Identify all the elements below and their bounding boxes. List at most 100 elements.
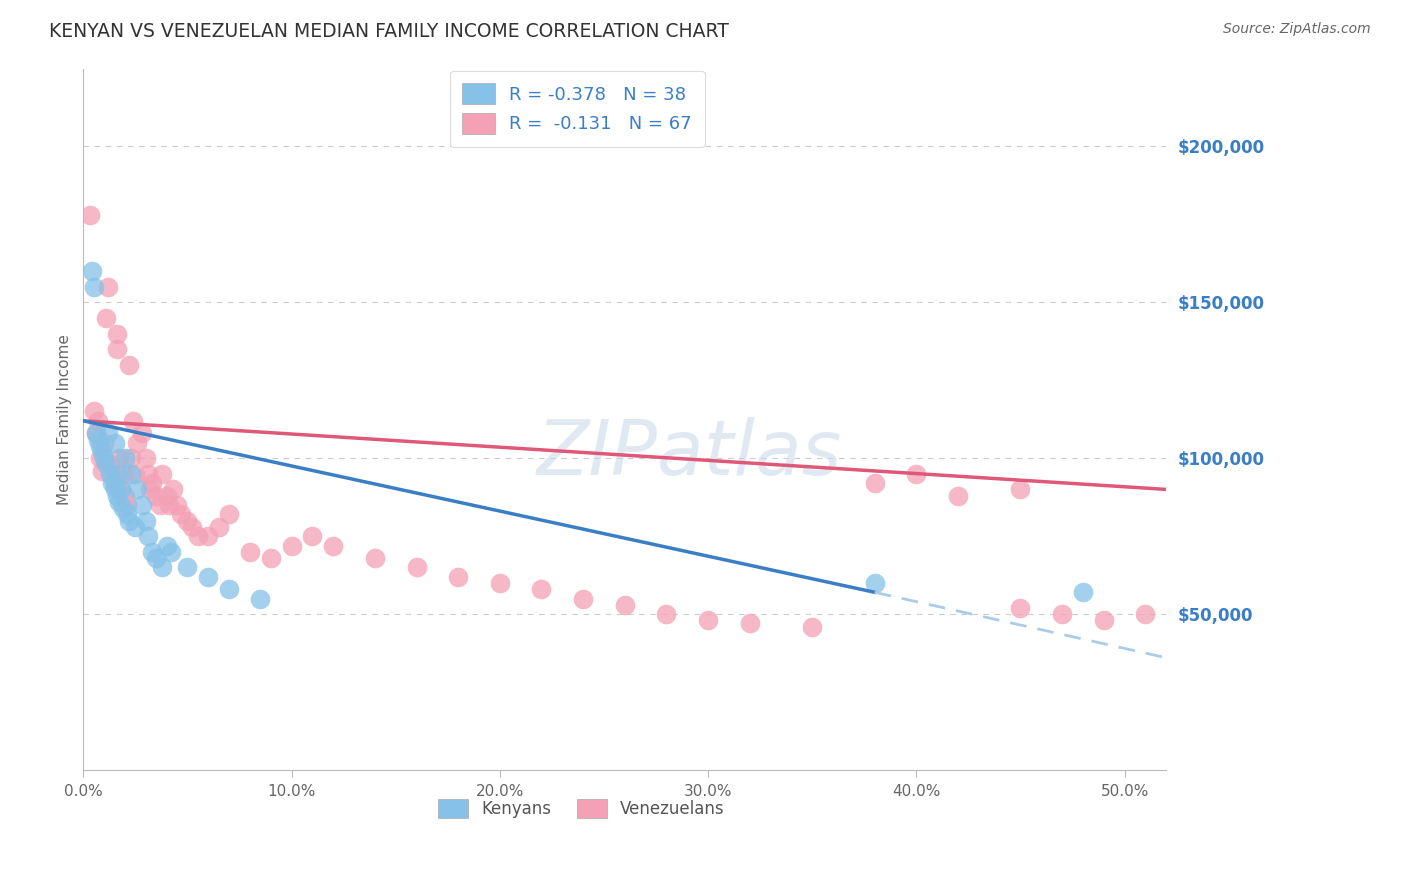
Point <box>170 508 193 522</box>
Point <box>149 498 172 512</box>
Point <box>162 483 184 497</box>
Point <box>110 483 132 497</box>
Point <box>136 467 159 481</box>
Point <box>80 264 103 278</box>
Point <box>863 576 886 591</box>
Point <box>530 582 553 597</box>
Point <box>301 529 323 543</box>
Point <box>98 467 121 481</box>
Point <box>1010 483 1032 497</box>
Point <box>364 551 387 566</box>
Point <box>118 514 141 528</box>
Point <box>239 545 262 559</box>
Y-axis label: Median Family Income: Median Family Income <box>58 334 72 505</box>
Point <box>141 545 163 559</box>
Point <box>801 619 824 633</box>
Point <box>83 404 105 418</box>
Point <box>141 476 163 491</box>
Point <box>101 467 124 481</box>
Point <box>96 310 118 325</box>
Point <box>180 520 202 534</box>
Point <box>89 451 111 466</box>
Point <box>103 435 125 450</box>
Point <box>107 495 129 509</box>
Point <box>124 467 146 481</box>
Point <box>101 476 124 491</box>
Point <box>176 514 198 528</box>
Point <box>84 426 107 441</box>
Point <box>105 326 128 341</box>
Point <box>1092 613 1115 627</box>
Point <box>127 435 149 450</box>
Point <box>120 451 142 466</box>
Point <box>115 508 138 522</box>
Point <box>218 508 240 522</box>
Point <box>166 498 188 512</box>
Point <box>107 451 129 466</box>
Point <box>118 358 141 372</box>
Point <box>84 426 107 441</box>
Legend: Kenyans, Venezuelans: Kenyans, Venezuelans <box>432 792 731 825</box>
Point <box>159 545 181 559</box>
Point <box>488 576 510 591</box>
Point <box>613 598 636 612</box>
Point <box>249 591 271 606</box>
Text: Source: ZipAtlas.com: Source: ZipAtlas.com <box>1223 22 1371 37</box>
Point <box>124 520 146 534</box>
Point <box>111 467 134 481</box>
Point <box>197 570 219 584</box>
Point <box>115 498 138 512</box>
Point <box>131 498 153 512</box>
Point <box>197 529 219 543</box>
Point <box>218 582 240 597</box>
Point <box>157 498 180 512</box>
Point <box>91 445 114 459</box>
Point <box>105 342 128 356</box>
Point <box>131 426 153 441</box>
Point <box>863 476 886 491</box>
Point <box>97 279 120 293</box>
Point <box>110 483 132 497</box>
Point <box>114 489 136 503</box>
Point <box>322 539 344 553</box>
Point <box>572 591 595 606</box>
Point <box>79 208 101 222</box>
Point <box>152 467 174 481</box>
Point <box>905 467 928 481</box>
Point <box>87 414 110 428</box>
Point <box>135 514 157 528</box>
Point <box>697 613 720 627</box>
Point <box>87 433 110 447</box>
Point <box>114 451 136 466</box>
Point <box>98 458 121 472</box>
Point <box>136 529 159 543</box>
Point <box>91 464 114 478</box>
Point <box>1071 585 1094 599</box>
Point <box>96 458 118 472</box>
Point <box>280 539 302 553</box>
Point <box>260 551 283 566</box>
Point <box>122 414 145 428</box>
Point <box>946 489 969 503</box>
Point <box>447 570 470 584</box>
Point <box>103 476 125 491</box>
Point <box>208 520 231 534</box>
Point <box>738 616 761 631</box>
Point <box>1135 607 1157 621</box>
Point <box>1010 600 1032 615</box>
Point <box>152 560 174 574</box>
Point <box>1050 607 1073 621</box>
Point <box>127 483 149 497</box>
Point <box>93 451 115 466</box>
Text: KENYAN VS VENEZUELAN MEDIAN FAMILY INCOME CORRELATION CHART: KENYAN VS VENEZUELAN MEDIAN FAMILY INCOM… <box>49 22 730 41</box>
Point <box>97 426 120 441</box>
Text: ZIPatlas: ZIPatlas <box>537 417 842 491</box>
Point <box>135 451 157 466</box>
Point <box>176 560 198 574</box>
Point <box>187 529 209 543</box>
Point <box>89 439 111 453</box>
Point <box>103 483 125 497</box>
Point <box>405 560 427 574</box>
Point <box>655 607 678 621</box>
Point <box>105 489 128 503</box>
